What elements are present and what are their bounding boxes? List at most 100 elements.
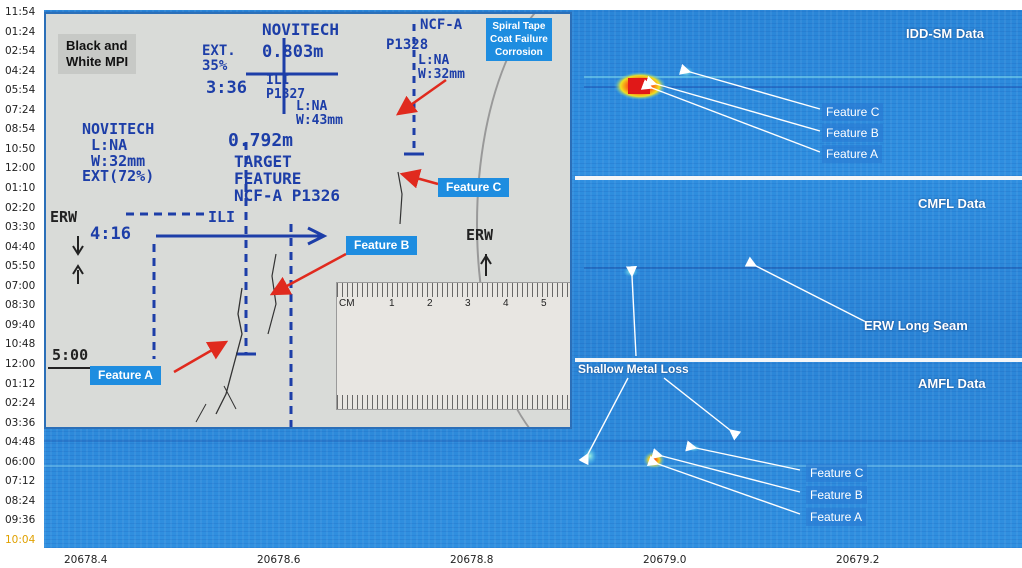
hand-lna-w43: L:NA W:43mm: [296, 99, 343, 128]
y-axis-tick: 01:24: [5, 25, 36, 38]
y-axis-tick: 02:24: [5, 397, 36, 410]
feature-b-tag: Feature B: [346, 236, 418, 255]
y-axis-tick: 08:24: [5, 494, 36, 507]
amfl-feature-c-label: Feature C: [806, 464, 868, 482]
ruler-cm-label: CM: [339, 298, 355, 309]
ruler-number: 1: [389, 298, 395, 309]
y-axis: 11:54 01:24 02:54 04:24 05:54 07:24 08:54 10:50…: [0, 0, 44, 548]
y-axis-tick: 02:54: [5, 45, 36, 58]
erw-long-seam-label: ERW Long Seam: [864, 318, 968, 333]
hand-erw-left: ERW: [50, 208, 78, 226]
hand-erw-right: ERW: [466, 226, 494, 244]
x-axis-tick: 20678.4: [64, 554, 108, 566]
amfl-hotspot-a: [643, 451, 665, 469]
hand-ili-p1327: ILI P1327: [266, 73, 306, 102]
amfl-streak-2: [44, 465, 1022, 467]
hand-ext35: EXT. 35%: [202, 43, 236, 74]
y-axis-tick: 04:40: [5, 240, 36, 253]
y-axis-tick: 07:00: [5, 279, 36, 292]
y-axis-tick: 09:36: [5, 514, 36, 527]
cmfl-streak: [584, 267, 1022, 269]
band-separator-2: [575, 358, 1022, 362]
hand-336: 3:36: [206, 78, 247, 98]
y-axis-tick: 10:48: [5, 338, 36, 351]
amfl-arrow-a: [646, 455, 801, 515]
cmfl-title: CMFL Data: [918, 196, 986, 211]
y-axis-tick: 12:00: [5, 358, 36, 370]
cmfl-spot: [623, 267, 639, 277]
y-axis-tick: 01:12: [5, 377, 36, 390]
band-separator-1: [575, 176, 1022, 180]
x-axis-tick: 20679.0: [643, 554, 687, 566]
erw-arrow: [744, 256, 867, 323]
ruler-number: 2: [427, 298, 433, 309]
shallow-arrow-left: [578, 377, 629, 466]
photo-markings: [48, 24, 492, 427]
amfl-feature-a-label: Feature A: [806, 508, 867, 526]
x-axis: 20678.4 20678.6 20678.8 20679.0 20679.2: [44, 548, 1022, 568]
idd-hotspot-core: [628, 78, 650, 94]
y-axis-tick: 12:00: [5, 162, 36, 175]
idd-streak-2: [584, 86, 1022, 88]
idd-feature-a-label: Feature A: [822, 145, 883, 163]
y-axis-tick: 06:00: [5, 455, 36, 468]
ruler-number: 4: [503, 298, 509, 309]
hand-novitech-top: NOVITECH: [262, 20, 340, 39]
amfl-streak: [44, 440, 1022, 442]
idd-sm-title: IDD-SM Data: [906, 26, 985, 41]
hand-0792: 0.792m: [228, 130, 294, 151]
y-axis-tick: 05:54: [5, 84, 36, 97]
y-axis-tick: 02:20: [5, 201, 36, 214]
y-axis-tick: 05:50: [5, 260, 36, 273]
hand-0803: 0.803m: [262, 42, 324, 62]
idd-arrow-b: [645, 75, 821, 132]
hand-target-feature: TARGET FEATURE NCF-A P1326: [234, 152, 340, 205]
amfl-arrow-b: [651, 448, 801, 493]
y-axis-tick: 10:50: [5, 142, 36, 155]
y-axis-tick: 03:30: [5, 221, 36, 234]
hand-416: 4:16: [90, 224, 131, 244]
hand-500: 5:00: [52, 346, 89, 364]
y-axis-tick: 03:36: [5, 416, 36, 429]
y-axis-tick: 04:24: [5, 64, 36, 77]
shallow-metal-loss-label: Shallow Metal Loss: [578, 362, 689, 376]
idd-arrow-a: [640, 79, 821, 153]
black-white-mpi-tag: Black and White MPI: [58, 34, 137, 74]
hand-ili: ILI: [208, 208, 236, 226]
feature-a-tag: Feature A: [90, 366, 161, 385]
y-axis-tick: 08:30: [5, 299, 36, 312]
ruler-ticks-top: [337, 283, 570, 297]
ruler-number: 5: [541, 298, 547, 309]
amfl-arrow-c: [685, 440, 801, 471]
hand-novitech-left: NOVITECH L:NA W:32mm EXT(72%): [82, 120, 155, 186]
y-axis-tick: 08:54: [5, 123, 36, 136]
ruler-ticks-bottom: [337, 395, 570, 409]
y-axis-tick: 10:04: [5, 534, 36, 546]
idd-arrow-c: [679, 63, 821, 110]
x-axis-tick: 20678.8: [450, 554, 494, 566]
hand-ncf-a: NCF-A: [420, 17, 463, 33]
ruler: CM 1 2 3 4 5: [336, 282, 570, 410]
ruler-number: 3: [465, 298, 471, 309]
shallow-arrow-up: [625, 265, 638, 357]
mpi-photo-inset: Black and White MPI NOVITECH EXT. 35% 0.…: [44, 12, 572, 429]
y-axis-tick: 07:12: [5, 475, 36, 488]
hand-lna-w32: L:NA W:32mm: [418, 53, 465, 82]
idd-streak: [584, 76, 1022, 78]
y-axis-tick: 09:40: [5, 318, 36, 331]
x-axis-tick: 20678.6: [257, 554, 301, 566]
x-axis-tick: 20679.2: [836, 554, 880, 566]
hand-p1328: P1328: [386, 37, 429, 53]
amfl-feature-b-label: Feature B: [806, 486, 867, 504]
idd-feature-b-label: Feature B: [822, 124, 883, 142]
amfl-title: AMFL Data: [918, 376, 986, 391]
y-axis-tick: 01:10: [5, 182, 36, 194]
y-axis-tick: 04:48: [5, 436, 36, 449]
shallow-arrow-right: [663, 377, 742, 441]
spiral-tape-tag: Spiral Tape Coat Failure Corrosion: [486, 18, 552, 61]
y-axis-tick: 11:54: [5, 6, 36, 18]
idd-feature-c-label: Feature C: [822, 103, 884, 121]
feature-c-tag: Feature C: [438, 178, 510, 197]
y-axis-tick: 07:24: [5, 103, 36, 116]
